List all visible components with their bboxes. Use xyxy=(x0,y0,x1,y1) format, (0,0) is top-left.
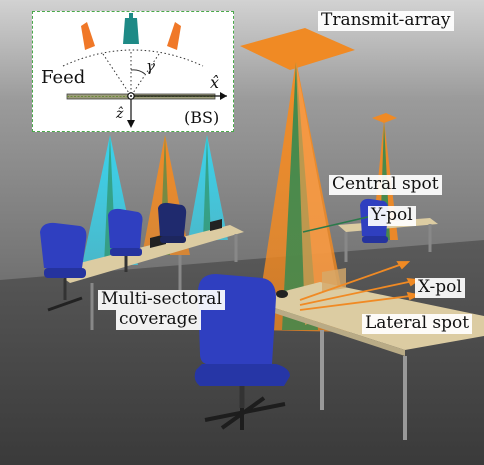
x-pol-label: X-pol xyxy=(415,277,465,298)
gamma-arc xyxy=(130,69,146,75)
chair xyxy=(40,222,87,312)
y-pol-leader xyxy=(302,215,373,233)
transmit-array-panel xyxy=(240,28,355,70)
feed-label: Feed xyxy=(41,67,86,88)
origin-dot xyxy=(130,95,132,97)
feed-inset: Feed x̂ ẑ γ (BS) xyxy=(32,11,234,132)
feed-horn-left xyxy=(81,22,95,50)
feed-horn-center xyxy=(123,18,139,44)
z-axis-arrowhead xyxy=(127,120,135,128)
phone xyxy=(276,290,288,298)
feed-arc xyxy=(62,49,204,67)
feed-ray xyxy=(102,53,132,97)
feed-ray xyxy=(130,53,160,97)
x-axis-label: x̂ xyxy=(210,73,220,92)
multi-sectoral-label-line1: Multi-sectoral xyxy=(98,289,225,310)
small-transmit-array-panel xyxy=(372,113,397,123)
feed-horn-right xyxy=(167,22,181,50)
lateral-spot-label: Lateral spot xyxy=(362,313,473,334)
sector-beam-3-core xyxy=(203,135,211,240)
front-desk-edge xyxy=(250,300,405,356)
central-spot-label: Central spot xyxy=(329,174,442,195)
transmit-array-label: Transmit-array xyxy=(318,10,454,31)
gamma-label: γ xyxy=(146,57,155,75)
y-pol-label: Y-pol xyxy=(368,205,416,226)
laptop xyxy=(210,219,222,231)
z-axis-label: ẑ xyxy=(116,106,124,122)
x-pol-arrows xyxy=(299,261,421,311)
chair xyxy=(158,202,187,243)
x-axis-arrowhead xyxy=(220,92,227,100)
feed-horn-center-neck xyxy=(129,13,133,19)
left-desk-top xyxy=(52,225,244,283)
chair xyxy=(108,208,143,272)
lateral-orange-beam xyxy=(296,62,342,325)
multi-sectoral-label-line2: coverage xyxy=(116,309,201,330)
feed-inset-graphic xyxy=(62,13,227,128)
bs-label: (BS) xyxy=(184,108,220,127)
